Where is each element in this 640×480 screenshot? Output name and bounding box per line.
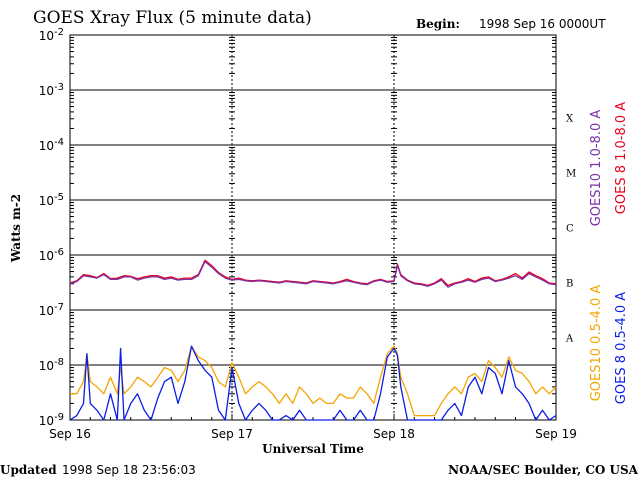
series-line-1 xyxy=(69,259,557,287)
x-axis-label: Universal Time xyxy=(262,442,364,456)
flare-class-B: B xyxy=(566,279,573,290)
y-axis-label: Watts m-2 xyxy=(9,194,23,263)
flare-class-A: A xyxy=(565,334,574,345)
y-tick-labels: 10-2 10-3 10-4 10-5 10-6 10-7 10-8 10-9 xyxy=(39,27,64,428)
y-tick-label-1: 10-3 xyxy=(39,82,64,98)
updated-label: Updated xyxy=(0,463,57,477)
plot-frame xyxy=(69,34,557,421)
y-tick-label-6: 10-8 xyxy=(39,357,64,373)
x-tick-label-2: Sep 18 xyxy=(373,427,415,441)
flare-class-X: X xyxy=(566,114,574,125)
begin-label: Begin: xyxy=(416,17,460,31)
x-tick-label-1: Sep 17 xyxy=(211,427,253,441)
series-line-2 xyxy=(70,345,557,417)
y-tick-label-5: 10-7 xyxy=(39,302,64,318)
legend-goes10-short: GOES10 0.5-4.0 A xyxy=(589,285,604,402)
day-separators xyxy=(69,35,557,420)
y-tick-label-4: 10-6 xyxy=(39,247,64,263)
chart-title: GOES Xray Flux (5 minute data) xyxy=(33,8,312,28)
legend-goes10-long: GOES10 1.0-8.0 A xyxy=(589,110,604,227)
flare-class-M: M xyxy=(566,169,576,180)
x-tick-labels: Sep 16 Sep 17 Sep 18 Sep 19 xyxy=(49,427,577,441)
y-tick-label-0: 10-2 xyxy=(39,27,64,43)
begin-value: 1998 Sep 16 0000UT xyxy=(479,17,606,31)
y-tick-label-2: 10-4 xyxy=(39,137,64,153)
y-tick-label-3: 10-5 xyxy=(39,192,64,208)
horizontal-gridlines xyxy=(70,34,556,421)
x-tick-label-0: Sep 16 xyxy=(49,427,91,441)
x-tick-label-3: Sep 19 xyxy=(535,427,577,441)
flare-class-C: C xyxy=(566,224,574,235)
legend-goes8-short: GOES 8 0.5-4.0 A xyxy=(614,292,629,404)
series-line-3 xyxy=(69,345,557,421)
y-tick-label-7: 10-9 xyxy=(39,412,64,428)
legend-goes8-long: GOES 8 1.0-8.0 A xyxy=(614,102,629,214)
series-line-0 xyxy=(69,260,557,288)
minor-ticks xyxy=(70,37,556,404)
credit: NOAA/SEC Boulder, CO USA xyxy=(448,463,639,477)
flare-class-labels: X M C B A xyxy=(565,114,576,345)
data-series xyxy=(69,259,557,421)
updated-value: 1998 Sep 18 23:56:03 xyxy=(62,463,196,477)
